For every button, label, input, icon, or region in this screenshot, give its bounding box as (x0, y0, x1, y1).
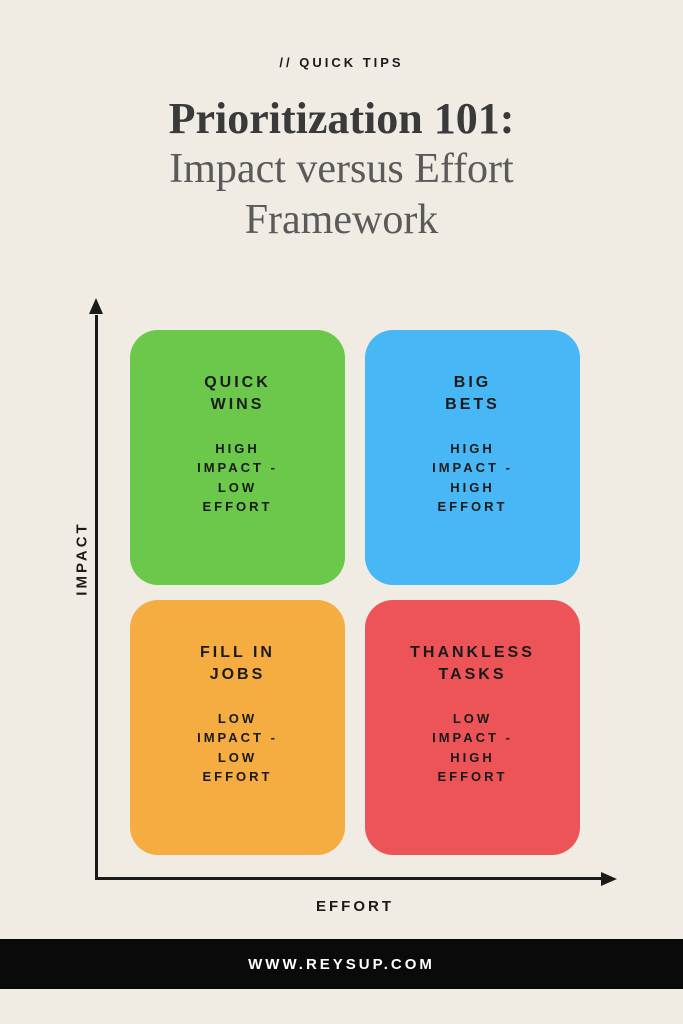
y-axis-arrow-icon (89, 298, 103, 314)
x-axis-line (95, 877, 605, 880)
x-axis-arrow-icon (601, 872, 617, 886)
quad-title: FILL IN JOBS (130, 642, 345, 687)
title-light-line2: Framework (0, 196, 683, 244)
footer-url: WWW.REYSUP.COM (248, 956, 435, 973)
header: // QUICK TIPS Prioritization 101: Impact… (0, 0, 683, 244)
quadrant-big-bets: BIG BETS HIGH IMPACT - HIGH EFFORT (365, 330, 580, 585)
y-axis-line (95, 315, 98, 880)
y-axis-label: IMPACT (74, 521, 91, 595)
title-bold: Prioritization 101: (0, 95, 683, 143)
eyebrow-text: // QUICK TIPS (0, 55, 683, 70)
quad-desc: HIGH IMPACT - LOW EFFORT (130, 439, 345, 517)
title-light-line1: Impact versus Effort (0, 145, 683, 193)
quad-title: QUICK WINS (130, 372, 345, 417)
footer-bar: WWW.REYSUP.COM (0, 939, 683, 989)
chart-area: IMPACT EFFORT QUICK WINS HIGH IMPACT - L… (95, 300, 615, 880)
quadrant-thankless-tasks: THANKLESS TASKS LOW IMPACT - HIGH EFFORT (365, 600, 580, 855)
quad-desc: LOW IMPACT - HIGH EFFORT (365, 709, 580, 787)
quadrant-fill-in-jobs: FILL IN JOBS LOW IMPACT - LOW EFFORT (130, 600, 345, 855)
quad-desc: LOW IMPACT - LOW EFFORT (130, 709, 345, 787)
quad-title: THANKLESS TASKS (365, 642, 580, 687)
quad-title: BIG BETS (365, 372, 580, 417)
x-axis-label: EFFORT (95, 898, 615, 915)
quad-desc: HIGH IMPACT - HIGH EFFORT (365, 439, 580, 517)
quadrant-quick-wins: QUICK WINS HIGH IMPACT - LOW EFFORT (130, 330, 345, 585)
